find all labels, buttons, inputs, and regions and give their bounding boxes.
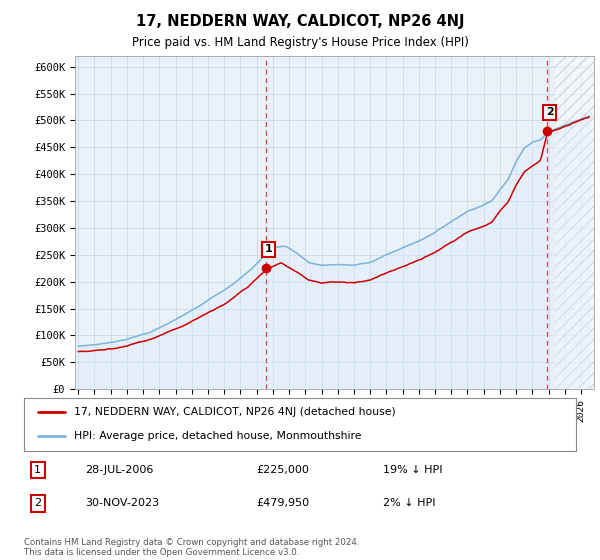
Text: Price paid vs. HM Land Registry's House Price Index (HPI): Price paid vs. HM Land Registry's House …	[131, 36, 469, 49]
Text: 17, NEDDERN WAY, CALDICOT, NP26 4NJ (detached house): 17, NEDDERN WAY, CALDICOT, NP26 4NJ (det…	[74, 407, 395, 417]
Text: £225,000: £225,000	[256, 465, 309, 475]
Text: 2% ↓ HPI: 2% ↓ HPI	[383, 498, 436, 508]
Text: Contains HM Land Registry data © Crown copyright and database right 2024.
This d: Contains HM Land Registry data © Crown c…	[24, 538, 359, 557]
Text: HPI: Average price, detached house, Monmouthshire: HPI: Average price, detached house, Monm…	[74, 431, 361, 441]
Text: 1: 1	[34, 465, 41, 475]
Text: 28-JUL-2006: 28-JUL-2006	[85, 465, 153, 475]
Text: 2: 2	[546, 108, 554, 118]
Text: 30-NOV-2023: 30-NOV-2023	[85, 498, 159, 508]
Text: 2: 2	[34, 498, 41, 508]
Text: £479,950: £479,950	[256, 498, 309, 508]
Text: 17, NEDDERN WAY, CALDICOT, NP26 4NJ: 17, NEDDERN WAY, CALDICOT, NP26 4NJ	[136, 14, 464, 29]
Text: 19% ↓ HPI: 19% ↓ HPI	[383, 465, 442, 475]
Text: 1: 1	[265, 245, 272, 254]
